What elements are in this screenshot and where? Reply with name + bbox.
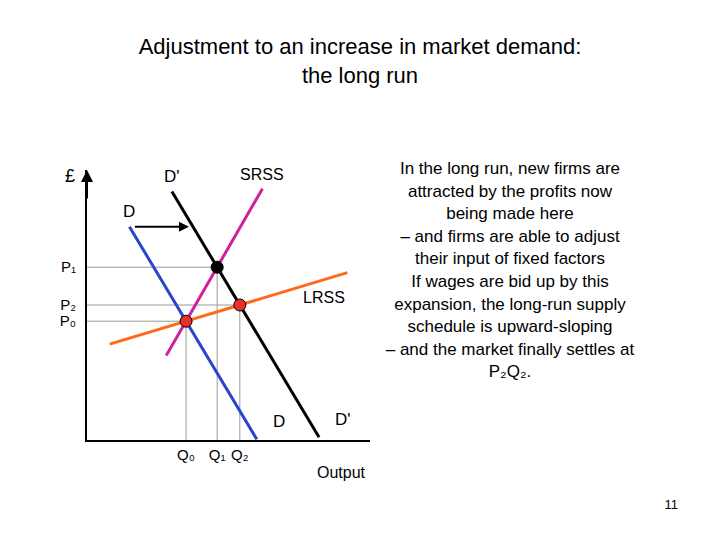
svg-text:P₁: P₁ <box>61 258 76 275</box>
svg-text:SRSS: SRSS <box>240 166 284 183</box>
html-text:In the long run, new firms are: In the long run, new firms are attracted… <box>399 159 621 224</box>
svg-text:D': D' <box>164 167 180 186</box>
svg-text:Output: Output <box>317 464 366 481</box>
svg-text:D: D <box>273 412 285 431</box>
svg-text:D: D <box>123 202 135 221</box>
html-text:– and the market finally settl: – and the market finally settles at P₂Q₂… <box>385 339 635 382</box>
svg-text:LRSS: LRSS <box>303 289 345 306</box>
svg-text:D': D' <box>335 410 351 429</box>
html-text:11: 11 <box>664 497 678 512</box>
svg-text:Q₀: Q₀ <box>177 446 195 463</box>
svg-text:£: £ <box>65 166 75 186</box>
svg-text:Q₂: Q₂ <box>231 446 249 463</box>
html-text:– and firms are able to adjust: – and firms are able to adjust their inp… <box>400 226 620 269</box>
svg-text:Adjustment to an increase in m: Adjustment to an increase in market dema… <box>139 34 582 88</box>
svg-text:P₀: P₀ <box>60 312 76 329</box>
html-text:If wages are bid up by this ex: If wages are bid up by this expansion, t… <box>394 272 626 337</box>
svg-text:P₂: P₂ <box>60 296 76 313</box>
svg-text:Q₁: Q₁ <box>209 446 226 463</box>
